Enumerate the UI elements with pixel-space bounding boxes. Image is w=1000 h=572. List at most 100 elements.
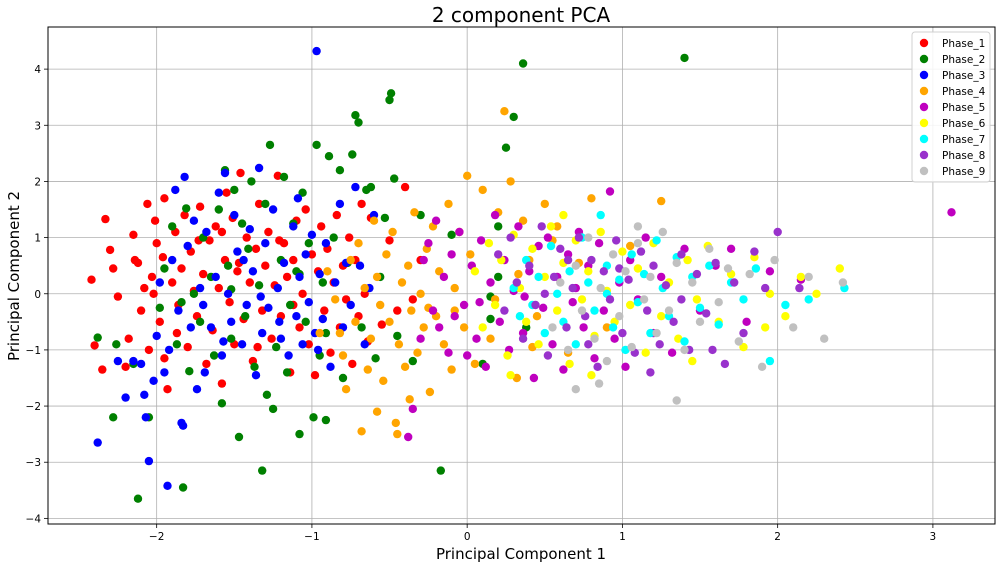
data-point [627,342,636,352]
data-point [360,340,369,349]
data-point [539,303,548,312]
data-point [447,230,456,239]
data-point [639,269,649,279]
data-point [506,233,515,242]
data-point [548,340,557,349]
data-point [363,365,372,374]
data-point [326,348,335,357]
data-point [144,456,154,466]
data-point [265,140,275,150]
data-point [605,295,615,304]
data-point [341,385,351,394]
data-point [258,328,267,338]
data-point [140,283,149,293]
data-point [357,427,366,436]
data-point [633,239,643,248]
data-point [621,267,630,276]
data-point [331,295,340,304]
data-point [183,342,192,352]
data-point [639,295,649,304]
data-point [237,219,247,228]
data-point [556,244,565,253]
data-point [599,306,608,315]
data-point [667,348,677,357]
data-point [435,267,444,276]
data-point [503,351,512,360]
legend-marker [919,166,929,176]
data-point [113,356,123,366]
x-tick-label: 1 [619,531,626,543]
data-point [577,306,587,315]
legend-label: Phase_7 [942,134,985,146]
data-point [211,222,220,231]
axis-ticks: −2 −1 0 1 2 3 −4 −3 −2 −1 0 1 2 3 4 [26,64,937,543]
data-point [543,233,553,242]
data-point [264,303,273,312]
data-point [593,362,602,371]
data-point [947,208,956,217]
data-point [490,300,500,310]
data-point [683,255,692,265]
data-point [553,222,562,231]
data-point [241,312,250,321]
data-point [242,300,251,310]
legend-marker [919,102,929,112]
x-tick-label: 3 [930,531,937,543]
data-point [633,222,643,231]
data-point [615,312,624,321]
data-point [87,275,96,284]
data-point [494,222,503,231]
data-point [225,298,234,307]
data-point [531,300,540,310]
data-point [500,107,509,116]
data-point [129,230,138,239]
data-point [351,182,360,192]
data-point [563,255,573,265]
data-point [486,314,495,324]
data-point [219,337,228,346]
data-point [765,289,775,298]
data-point [335,328,345,338]
data-point [520,292,529,301]
data-point [484,239,494,248]
data-point [680,53,689,63]
data-point [371,354,380,363]
data-point [563,345,573,355]
data-point [268,205,278,214]
data-point [276,334,286,343]
data-point [284,351,293,360]
data-point [820,334,829,343]
data-point [164,345,174,355]
data-point [247,177,256,186]
data-point [506,371,515,380]
data-point [594,379,604,388]
data-point [751,264,761,273]
data-point [141,413,150,422]
data-point [355,261,365,270]
data-point [360,283,369,293]
data-point [394,340,404,349]
data-point [217,379,227,388]
y-tick-label: −1 [26,345,41,357]
data-point [655,340,664,349]
data-point [369,216,379,225]
data-point [279,172,289,182]
data-point [301,205,310,214]
data-point [385,317,394,326]
data-point [463,351,472,360]
data-point [416,289,425,298]
data-point [646,328,655,338]
data-point [251,371,261,380]
series-phase-6 [470,210,844,380]
legend-marker [919,134,929,144]
data-point [447,250,456,259]
data-point [233,267,242,276]
data-point [130,255,140,265]
data-point [129,356,138,366]
data-point [789,323,798,332]
data-point [509,112,518,122]
data-point [702,309,711,318]
data-point [424,239,433,248]
data-point [227,334,236,343]
data-point [587,255,596,265]
